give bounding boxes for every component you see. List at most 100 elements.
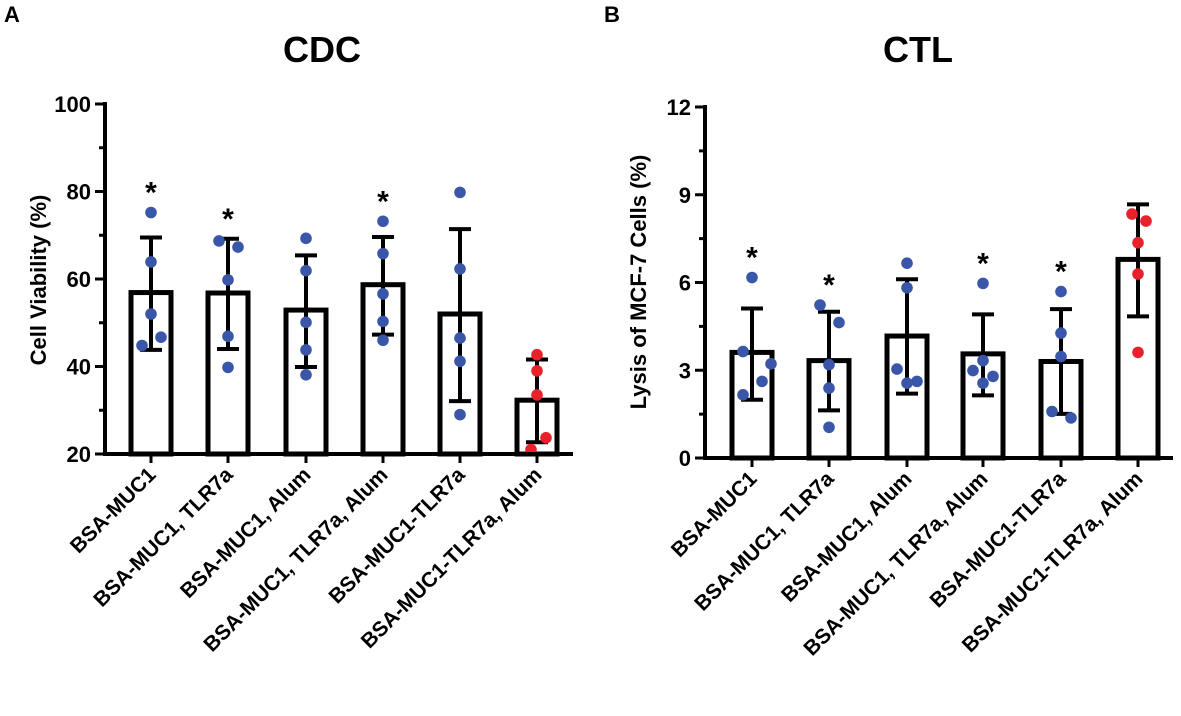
significance-star: * [377,185,389,218]
bar-group: * [1038,256,1084,461]
y-tick-label: 100 [54,92,91,117]
bar-group: * [360,185,406,457]
data-point [823,358,835,371]
chart-title-ctl: CTL [883,29,953,70]
data-point [1055,285,1067,298]
data-point [1132,236,1144,249]
data-point [977,277,989,290]
y-tick-label: 0 [679,446,691,471]
data-point [911,375,923,388]
bar-group [514,348,560,457]
data-point [531,348,543,361]
data-point [540,432,552,444]
data-point [454,186,466,199]
data-point [977,377,989,389]
data-point [891,363,903,375]
data-point [377,215,389,228]
data-point [977,354,989,367]
significance-star: * [977,247,989,280]
y-axis-label-a: Cell Viability (%) [26,195,51,366]
y-tick-label: 9 [679,183,691,208]
data-point [300,344,312,356]
data-point [222,330,234,343]
data-point [737,345,749,358]
data-point [145,256,157,268]
data-point [987,370,999,383]
bar-group [1115,202,1161,461]
bar-group: * [729,242,777,461]
data-point [300,369,312,381]
significance-star: * [1055,256,1067,289]
data-point [136,339,148,352]
data-point [454,408,466,421]
data-point [377,334,389,347]
data-point [300,316,312,329]
data-point [1126,208,1138,220]
data-point [737,389,749,401]
data-point [1055,350,1067,363]
data-point [765,358,777,370]
panel-letter-a: A [4,2,20,27]
significance-star: * [222,203,234,236]
data-point [145,308,157,320]
y-axis-label-b: Lysis of MCF-7 Cells (%) [626,155,651,410]
bar-group: * [128,177,174,457]
data-point [833,316,845,329]
data-point [746,271,758,284]
x-tick-label: BSA-MUC1, TLR7a [89,463,237,611]
x-tick-label: BSA-MUC1-TLR7a [325,463,470,608]
data-point [1055,327,1067,339]
data-point [814,299,826,311]
data-point [901,377,913,389]
data-point [377,247,389,260]
bar-group: * [960,247,1006,461]
data-point [967,364,979,377]
bar-group: * [205,203,251,457]
bar-group [884,257,930,461]
bar-group [437,186,483,457]
data-point [155,331,167,343]
data-point [1046,405,1058,418]
panel-letter-b: B [604,2,620,27]
data-point [756,375,768,388]
bar-group: * [806,269,852,461]
data-point [377,288,389,300]
y-tick-label: 12 [667,95,691,120]
y-tick-label: 20 [67,442,91,467]
data-point [454,263,466,275]
data-point [823,421,835,434]
data-point [823,382,835,394]
data-point [1140,215,1152,227]
data-point [145,206,157,219]
panel-b-ctl-chart: B CTL Lysis of MCF-7 Cells (%) * BSA-MUC1… [604,2,1173,660]
bar-group [283,232,329,457]
x-tick-label: BSA-MUC1-TLR7a [926,467,1071,612]
data-point [222,361,234,374]
data-point [901,281,913,294]
x-tick-label: BSA-MUC1, TLR7a [690,467,838,615]
data-point [454,355,466,368]
chart-title-cdc: CDC [283,29,361,70]
data-point [454,332,466,344]
x-tick-label: BSA-MUC1, Alum [777,467,916,606]
significance-star: * [746,242,758,275]
data-point [531,389,543,401]
data-point [232,241,244,253]
significance-star: * [823,269,835,302]
data-point [300,264,312,277]
data-point [901,257,913,269]
y-tick-label: 40 [67,355,91,380]
significance-star: * [145,177,157,210]
data-point [377,315,389,328]
panel-a-cdc-chart: A CDC Cell Viability (%) *BSA-MUC1*BSA-M… [4,2,573,656]
y-tick-label: 60 [67,267,91,292]
data-point [531,365,543,377]
y-tick-label: 6 [679,271,691,296]
y-tick-label: 80 [67,180,91,205]
data-point [300,232,312,245]
y-tick-label: 3 [679,358,691,383]
x-tick-label: BSA-MUC1, Alum [176,463,315,602]
data-point [213,235,225,247]
data-point [1132,346,1144,359]
